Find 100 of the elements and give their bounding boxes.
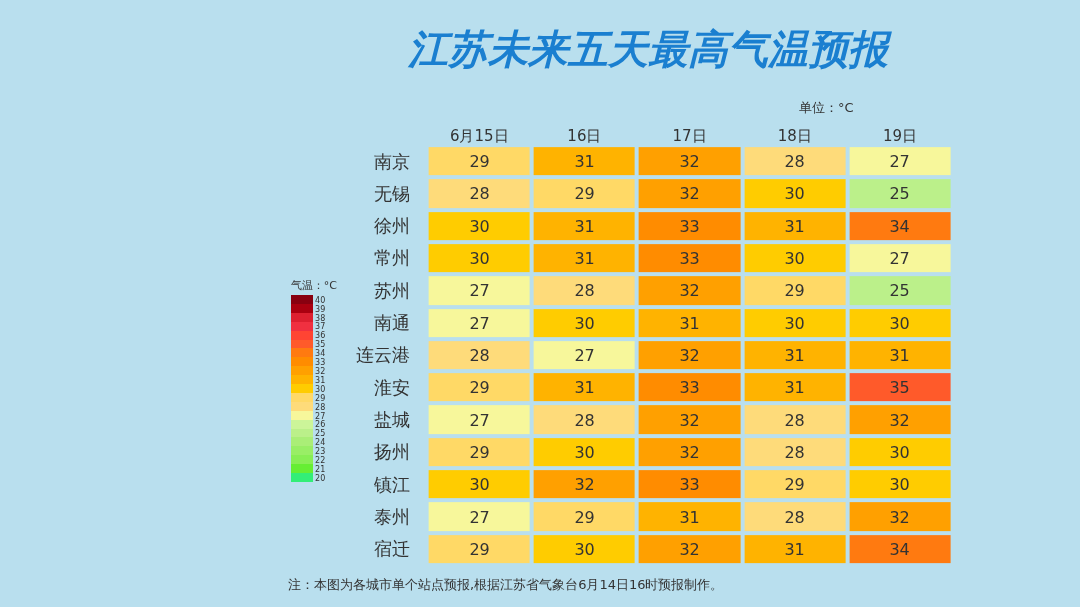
data-label: 30 <box>469 216 490 236</box>
data-label: 31 <box>784 216 805 236</box>
x-tick-label: 17日 <box>672 127 707 146</box>
data-label: 32 <box>679 345 700 365</box>
data-label: 28 <box>784 507 805 527</box>
data-label: 31 <box>574 216 595 236</box>
color-bar-label: 27 <box>315 411 326 421</box>
data-label: 32 <box>679 183 700 203</box>
data-label: 27 <box>889 248 910 268</box>
data-label: 28 <box>784 442 805 462</box>
data-label: 32 <box>889 507 910 527</box>
color-bar-label: 26 <box>315 420 326 430</box>
data-label: 33 <box>679 474 700 494</box>
data-label: 33 <box>679 248 700 268</box>
data-label: 29 <box>469 442 490 462</box>
chart-title: 江苏未来五天最高气温预报 <box>407 25 892 72</box>
color-bar-label: 30 <box>315 384 326 394</box>
data-label: 27 <box>469 313 490 333</box>
color-bar-label: 23 <box>315 447 326 457</box>
color-bar-label: 37 <box>315 322 326 332</box>
data-label: 27 <box>574 345 595 365</box>
data-label: 29 <box>469 377 490 397</box>
data-label: 32 <box>679 151 700 171</box>
color-bar-label: 24 <box>315 438 326 448</box>
y-tick-label: 南通 <box>374 312 410 334</box>
data-label: 30 <box>469 248 490 268</box>
y-tick-label: 扬州 <box>374 441 410 463</box>
color-bar-label: 39 <box>315 304 326 314</box>
data-label: 29 <box>574 507 595 527</box>
data-label: 31 <box>574 151 595 171</box>
data-label: 31 <box>679 507 700 527</box>
color-bar-label: 34 <box>315 349 326 359</box>
data-label: 30 <box>469 474 490 494</box>
data-label: 30 <box>889 442 910 462</box>
color-bar-label: 21 <box>315 464 326 474</box>
y-tick-label: 泰州 <box>374 505 410 527</box>
data-label: 35 <box>889 377 910 397</box>
data-label: 27 <box>469 507 490 527</box>
y-tick-label: 连云港 <box>356 344 410 366</box>
data-label: 31 <box>889 345 910 365</box>
data-label: 31 <box>574 248 595 268</box>
data-label: 31 <box>784 345 805 365</box>
data-label: 32 <box>679 280 700 300</box>
y-tick-label: 盐城 <box>374 409 410 431</box>
y-tick-label: 南京 <box>374 150 410 172</box>
x-tick-label: 16日 <box>567 127 602 146</box>
x-tick-label: 6月15日 <box>449 127 509 146</box>
data-label: 31 <box>784 377 805 397</box>
color-bar-label: 25 <box>315 429 326 439</box>
data-label: 33 <box>679 377 700 397</box>
y-tick-label: 镇江 <box>373 473 410 495</box>
y-tick-label: 常州 <box>374 247 410 269</box>
data-label: 28 <box>784 410 805 430</box>
color-bar-label: 40 <box>315 295 326 305</box>
data-label: 32 <box>679 539 700 559</box>
color-bar-label: 38 <box>315 313 326 323</box>
data-label: 28 <box>784 151 805 171</box>
data-label: 30 <box>574 539 595 559</box>
color-bar-label: 22 <box>315 456 326 466</box>
data-label: 29 <box>784 280 805 300</box>
data-label: 28 <box>574 280 595 300</box>
data-label: 25 <box>889 183 910 203</box>
data-label: 32 <box>679 442 700 462</box>
text: 注：本图为各城市单个站点预报,根据江苏省气象台6月14日16时预报制作。 <box>288 577 724 592</box>
data-label: 27 <box>889 151 910 171</box>
data-label: 30 <box>574 313 595 333</box>
data-label: 29 <box>784 474 805 494</box>
y-tick-label: 苏州 <box>374 279 410 301</box>
data-label: 30 <box>889 474 910 494</box>
data-label: 31 <box>784 539 805 559</box>
text: 单位：°C <box>799 100 854 115</box>
color-bar-label: 35 <box>315 340 326 350</box>
data-label: 30 <box>574 442 595 462</box>
data-label: 34 <box>889 539 910 559</box>
data-label: 25 <box>889 280 910 300</box>
color-bar-label: 20 <box>315 473 326 483</box>
y-tick-label: 无锡 <box>374 182 410 204</box>
data-label: 30 <box>784 313 805 333</box>
color-bar-title: 气温：°C <box>290 278 338 292</box>
x-tick-label: 19日 <box>882 127 918 146</box>
y-tick-label: 宿迁 <box>374 538 410 560</box>
data-label: 30 <box>889 313 910 333</box>
data-label: 29 <box>469 151 490 171</box>
data-label: 32 <box>889 410 910 430</box>
y-tick-label: 淮安 <box>374 376 410 398</box>
data-label: 31 <box>574 377 595 397</box>
data-label: 29 <box>574 183 595 203</box>
x-tick-label: 18日 <box>777 127 812 146</box>
data-label: 31 <box>679 313 700 333</box>
data-label: 27 <box>469 410 490 430</box>
color-bar-label: 29 <box>315 393 326 403</box>
data-label: 29 <box>469 539 490 559</box>
color-bar-label: 28 <box>315 402 326 412</box>
data-label: 30 <box>784 248 805 268</box>
color-bar-label: 33 <box>315 358 326 368</box>
data-label: 28 <box>469 345 490 365</box>
data-label: 28 <box>469 183 490 203</box>
color-bar-label: 36 <box>315 331 326 341</box>
y-tick-label: 徐州 <box>374 215 410 237</box>
data-label: 32 <box>574 474 595 494</box>
